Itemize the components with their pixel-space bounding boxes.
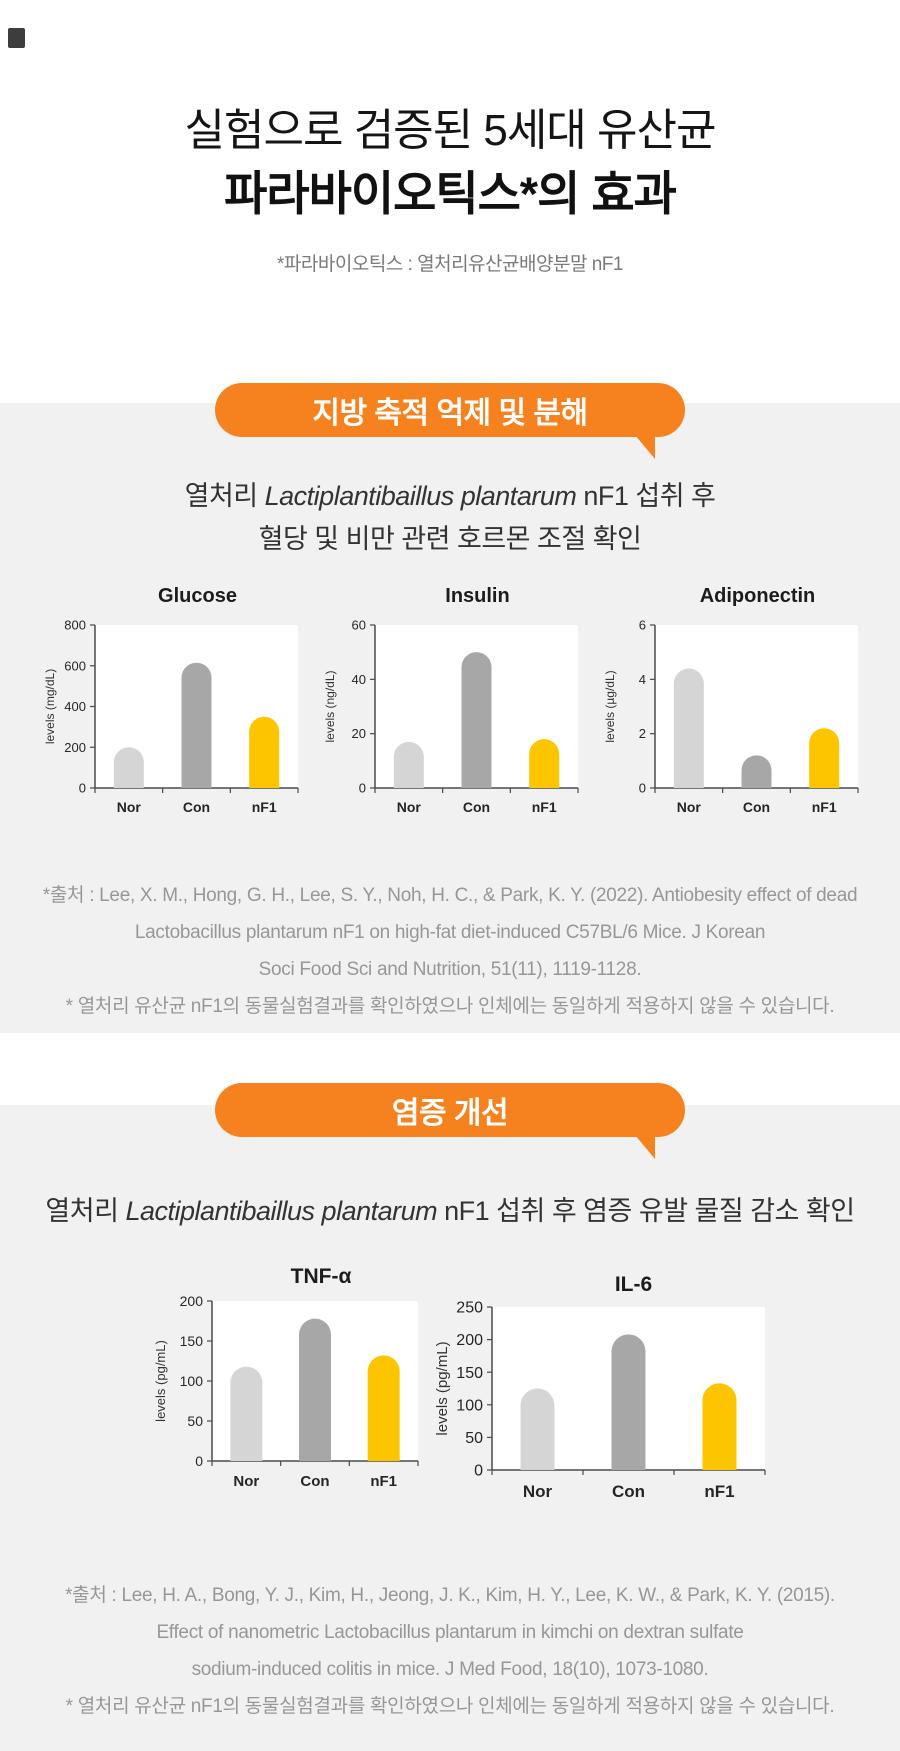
svg-text:0: 0 bbox=[195, 1453, 203, 1469]
page-title-note: *파라바이오틱스 : 열처리유산균배양분말 nF1 bbox=[277, 254, 623, 275]
tnf-alpha-chart-title: TNF-α bbox=[290, 1265, 352, 1288]
section-fat-suppression: 지방 축적 억제 및 분해 열처리 Lactiplantibaillus pla… bbox=[0, 383, 900, 1033]
svg-text:nF1: nF1 bbox=[704, 1482, 734, 1501]
glucose-chart: Glucose 0 200 400 600 800 Nor Con nF1 levels (mg… bbox=[40, 583, 300, 827]
subtitle-prefix: 열처리 bbox=[184, 481, 265, 511]
corner-artifact bbox=[8, 28, 25, 48]
svg-text:2: 2 bbox=[639, 726, 646, 741]
page-title-line1: 실험으로 검증된 5세대 유산균 bbox=[184, 106, 717, 155]
svg-text:Nor: Nor bbox=[233, 1473, 259, 1490]
svg-text:100: 100 bbox=[456, 1397, 483, 1414]
citation-line: Lactobacillus plantarum nF1 on high-fat … bbox=[134, 922, 766, 943]
citation-line: * 열처리 유산균 nF1의 동물실험결과를 확인하였으나 인체에는 동일하게 … bbox=[65, 996, 835, 1017]
svg-text:100: 100 bbox=[180, 1373, 204, 1389]
svg-text:200: 200 bbox=[180, 1293, 204, 1309]
svg-text:0: 0 bbox=[474, 1463, 483, 1480]
svg-text:200: 200 bbox=[456, 1332, 483, 1349]
bar-chart-svg: 0 20 40 60 Nor Con nF1 levels (ng/dL) bbox=[323, 618, 579, 815]
svg-text:800: 800 bbox=[64, 618, 86, 633]
species-name: Lactiplantibaillus plantarum bbox=[125, 1196, 438, 1226]
insulin-chart: Insulin 0 20 40 60 Nor Con nF1 levels (ng/dL) bbox=[320, 583, 580, 827]
svg-text:6: 6 bbox=[639, 618, 646, 633]
svg-text:Con: Con bbox=[183, 799, 210, 815]
svg-text:150: 150 bbox=[456, 1365, 483, 1382]
subtitle-suffix: nF1 섭취 후 bbox=[576, 481, 716, 511]
svg-text:Con: Con bbox=[300, 1473, 329, 1490]
citation-line: *출처 : Lee, H. A., Bong, Y. J., Kim, H., … bbox=[65, 1585, 835, 1606]
svg-text:0: 0 bbox=[359, 781, 366, 796]
svg-text:0: 0 bbox=[639, 781, 646, 796]
bar-chart-svg: 0 2 4 6 Nor Con nF1 levels (µg/dL) bbox=[603, 618, 859, 815]
svg-text:Nor: Nor bbox=[677, 799, 702, 815]
section1-subtitle: 열처리 Lactiplantibaillus plantarum nF1 섭취 … bbox=[0, 475, 900, 561]
svg-text:Nor: Nor bbox=[523, 1482, 553, 1501]
adiponectin-chart-title: Adiponectin bbox=[699, 585, 816, 607]
subtitle-prefix: 열처리 bbox=[45, 1196, 126, 1226]
bar-chart-svg: 0 50 100 150 200 Nor Con nF1 levels (pg/mL) bbox=[153, 1293, 419, 1490]
svg-text:600: 600 bbox=[64, 658, 86, 673]
il6-chart-title: IL-6 bbox=[614, 1273, 653, 1296]
svg-text:levels (mg/dL): levels (mg/dL) bbox=[43, 669, 57, 744]
citation-line: Effect of nanometric Lactobacillus plant… bbox=[156, 1622, 744, 1643]
adiponectin-chart: Adiponectin 0 2 4 6 Nor Con nF1 levels (µg/dL) bbox=[600, 583, 860, 827]
section1-subtitle-line2: 혈당 및 비만 관련 호르몬 조절 확인 bbox=[258, 524, 642, 554]
svg-text:Con: Con bbox=[612, 1482, 645, 1501]
citation-line: sodium-induced colitis in mice. J Med Fo… bbox=[191, 1659, 709, 1680]
svg-text:levels (ng/dL): levels (ng/dL) bbox=[323, 670, 337, 742]
svg-text:50: 50 bbox=[465, 1430, 483, 1447]
svg-text:50: 50 bbox=[187, 1413, 203, 1429]
subtitle-suffix: nF1 섭취 후 염증 유발 물질 감소 확인 bbox=[437, 1196, 855, 1226]
il6-chart: IL-6 0 50 100 150 200 250 Nor Con nF1 levels (pg/… bbox=[430, 1263, 775, 1515]
charts-row-metabolic: Glucose 0 200 400 600 800 Nor Con nF1 levels (mg… bbox=[40, 583, 860, 827]
svg-text:Con: Con bbox=[743, 799, 770, 815]
svg-text:40: 40 bbox=[352, 672, 366, 687]
svg-text:250: 250 bbox=[456, 1300, 483, 1317]
svg-text:levels (µg/dL): levels (µg/dL) bbox=[603, 670, 617, 742]
svg-text:4: 4 bbox=[639, 672, 646, 687]
section2-subtitle: 열처리 Lactiplantibaillus plantarum nF1 섭취 … bbox=[0, 1190, 900, 1233]
svg-text:400: 400 bbox=[64, 699, 86, 714]
hero-section: 실험으로 검증된 5세대 유산균 파라바이오틱스*의 효과 *파라바이오틱스 :… bbox=[0, 0, 900, 403]
svg-text:levels (pg/mL): levels (pg/mL) bbox=[434, 1341, 451, 1435]
svg-text:Con: Con bbox=[463, 799, 490, 815]
svg-text:60: 60 bbox=[352, 618, 366, 633]
tnf-alpha-chart: TNF-α 0 50 100 150 200 Nor Con nF1 levels (pg/mL… bbox=[150, 1263, 430, 1515]
insulin-chart-title: Insulin bbox=[445, 585, 510, 607]
svg-text:Nor: Nor bbox=[117, 799, 142, 815]
section1-subtitle-line1: 열처리 Lactiplantibaillus plantarum nF1 섭취 … bbox=[0, 475, 900, 518]
citation-colitis-study: *출처 : Lee, H. A., Bong, Y. J., Kim, H., … bbox=[0, 1577, 900, 1725]
svg-text:levels (pg/mL): levels (pg/mL) bbox=[153, 1340, 168, 1422]
svg-text:nF1: nF1 bbox=[812, 799, 837, 815]
svg-text:Nor: Nor bbox=[397, 799, 422, 815]
section2-subtitle-line1: 열처리 Lactiplantibaillus plantarum nF1 섭취 … bbox=[0, 1190, 900, 1233]
svg-text:nF1: nF1 bbox=[532, 799, 557, 815]
svg-text:20: 20 bbox=[352, 726, 366, 741]
section-inflammation: 염증 개선 열처리 Lactiplantibaillus plantarum n… bbox=[0, 1083, 900, 1751]
svg-text:nF1: nF1 bbox=[370, 1473, 397, 1490]
glucose-chart-title: Glucose bbox=[158, 585, 237, 607]
svg-text:200: 200 bbox=[64, 740, 86, 755]
citation-line: Soci Food Sci and Nutrition, 51(11), 111… bbox=[258, 959, 642, 980]
section-badge-fat: 지방 축적 억제 및 분해 bbox=[215, 383, 685, 459]
citation-line: * 열처리 유산균 nF1의 동물실험결과를 확인하였으나 인체에는 동일하게 … bbox=[65, 1696, 835, 1717]
svg-text:nF1: nF1 bbox=[252, 799, 277, 815]
section-badge-inflammation-label: 염증 개선 bbox=[391, 1097, 509, 1130]
citation-line: *출처 : Lee, X. M., Hong, G. H., Lee, S. Y… bbox=[42, 885, 858, 906]
page-title-line2: 파라바이오틱스*의 효과 bbox=[224, 167, 677, 220]
svg-text:150: 150 bbox=[180, 1333, 204, 1349]
species-name: Lactiplantibaillus plantarum bbox=[264, 481, 577, 511]
charts-row-inflammation: TNF-α 0 50 100 150 200 Nor Con nF1 levels (pg/mL… bbox=[150, 1263, 900, 1515]
bar-chart-svg: 0 200 400 600 800 Nor Con nF1 levels (mg/dL) bbox=[43, 618, 299, 815]
section-badge-inflammation: 염증 개선 bbox=[215, 1083, 685, 1159]
citation-obesity-study: *출처 : Lee, X. M., Hong, G. H., Lee, S. Y… bbox=[0, 877, 900, 1025]
bar-chart-svg: 0 50 100 150 200 250 Nor Con nF1 levels (pg/mL) bbox=[434, 1300, 766, 1501]
section-badge-fat-label: 지방 축적 억제 및 분해 bbox=[312, 397, 588, 430]
svg-text:0: 0 bbox=[79, 781, 86, 796]
